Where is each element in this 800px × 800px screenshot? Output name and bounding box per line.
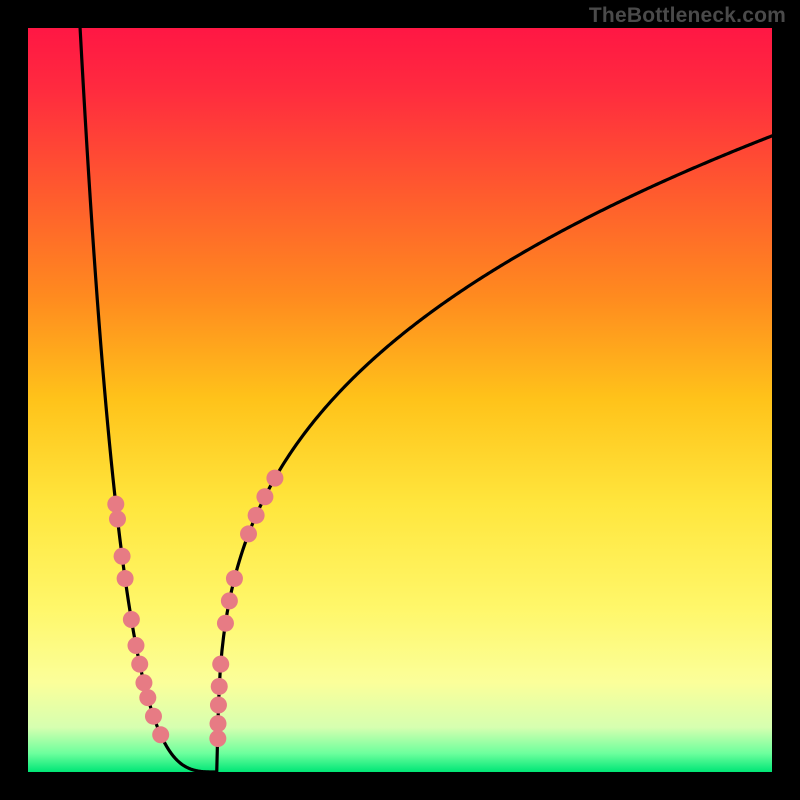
- bead: [123, 611, 140, 628]
- bead: [107, 496, 124, 513]
- bead: [145, 708, 162, 725]
- bead: [117, 570, 134, 587]
- watermark-text: TheBottleneck.com: [589, 4, 786, 28]
- bead: [114, 548, 131, 565]
- bead-group-right: [209, 470, 283, 747]
- bead: [139, 689, 156, 706]
- bead: [266, 470, 283, 487]
- bead: [109, 511, 126, 528]
- bead: [210, 697, 227, 714]
- plot-area: [28, 28, 772, 772]
- bead-group-left: [107, 496, 169, 744]
- curve-overlay: [28, 28, 772, 772]
- bead: [209, 730, 226, 747]
- bead: [212, 656, 229, 673]
- bead: [211, 678, 228, 695]
- bead: [210, 715, 227, 732]
- bead: [256, 488, 273, 505]
- bottleneck-curve: [80, 28, 772, 772]
- chart-frame: TheBottleneck.com: [0, 0, 800, 800]
- bead: [248, 507, 265, 524]
- bead: [135, 674, 152, 691]
- bead: [127, 637, 144, 654]
- bead: [152, 726, 169, 743]
- bead: [240, 525, 257, 542]
- bead: [131, 656, 148, 673]
- bead: [217, 615, 234, 632]
- bead: [221, 592, 238, 609]
- bead: [226, 570, 243, 587]
